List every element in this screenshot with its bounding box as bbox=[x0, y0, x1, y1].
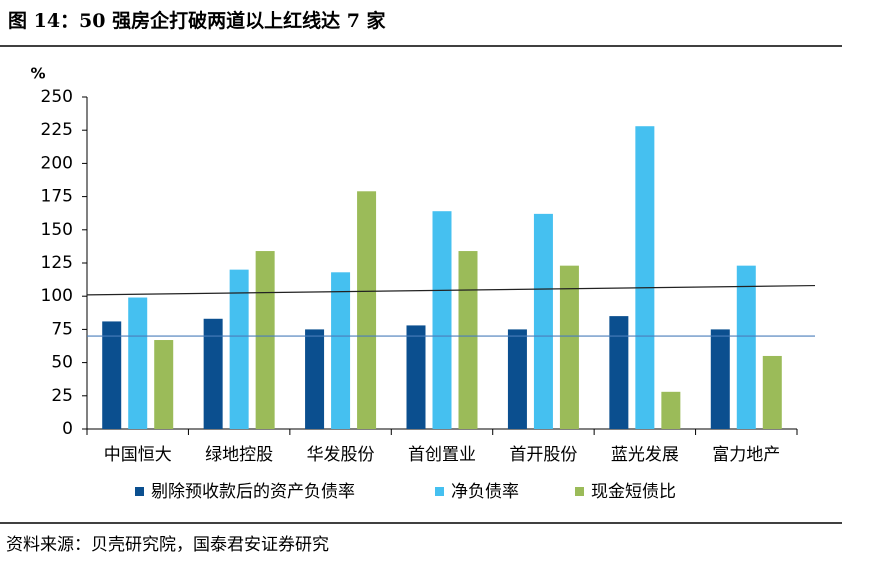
bar bbox=[736, 265, 756, 429]
bar bbox=[609, 316, 629, 429]
x-tick-label: 华发股份 bbox=[307, 445, 375, 465]
y-tick-label: 25 bbox=[51, 386, 73, 406]
y-tick-label: 75 bbox=[51, 319, 73, 339]
y-tick-label: 125 bbox=[41, 253, 73, 273]
y-unit: % bbox=[30, 65, 45, 83]
bar bbox=[432, 211, 452, 429]
x-tick-label: 首开股份 bbox=[509, 445, 577, 465]
bar bbox=[229, 269, 249, 429]
bar bbox=[458, 251, 478, 429]
bar bbox=[533, 213, 553, 429]
bar bbox=[255, 251, 275, 429]
bar bbox=[305, 329, 325, 429]
bar bbox=[203, 318, 223, 429]
bar bbox=[661, 391, 681, 429]
y-tick-label: 250 bbox=[41, 87, 73, 107]
x-tick-label: 中国恒大 bbox=[104, 445, 172, 465]
x-tick-label: 首创置业 bbox=[408, 445, 476, 465]
bar bbox=[762, 355, 782, 429]
bar bbox=[559, 265, 579, 429]
legend-swatch bbox=[435, 487, 444, 496]
reference-line bbox=[86, 284, 816, 296]
y-tick-label: 50 bbox=[51, 353, 73, 373]
y-tick-label: 100 bbox=[41, 286, 73, 306]
bar bbox=[331, 272, 351, 429]
page-title: 图 14：50 强房企打破两道以上红线达 7 家 bbox=[8, 9, 387, 32]
bar bbox=[635, 126, 655, 429]
y-tick-label: 0 bbox=[62, 419, 73, 439]
bar bbox=[128, 297, 148, 429]
bar bbox=[406, 325, 426, 429]
y-tick-label: 175 bbox=[41, 187, 73, 207]
y-tick-label: 200 bbox=[41, 153, 73, 173]
legend-label: 净负债率 bbox=[451, 482, 519, 502]
legend-label: 现金短债比 bbox=[591, 482, 676, 502]
bar bbox=[102, 321, 122, 429]
source: 资料来源：贝壳研究院，国泰君安证券研究 bbox=[6, 535, 329, 555]
bar bbox=[154, 340, 174, 429]
y-tick-label: 150 bbox=[41, 220, 73, 240]
legend-swatch bbox=[575, 487, 584, 496]
bar bbox=[357, 191, 377, 429]
bar bbox=[710, 329, 730, 429]
x-tick-label: 蓝光发展 bbox=[611, 445, 679, 465]
legend-label: 剔除预收款后的资产负债率 bbox=[151, 482, 355, 502]
y-tick-label: 225 bbox=[41, 120, 73, 140]
bar bbox=[507, 329, 527, 429]
x-tick-label: 绿地控股 bbox=[205, 445, 273, 465]
x-tick-label: 富力地产 bbox=[712, 445, 780, 465]
legend-swatch bbox=[135, 487, 144, 496]
